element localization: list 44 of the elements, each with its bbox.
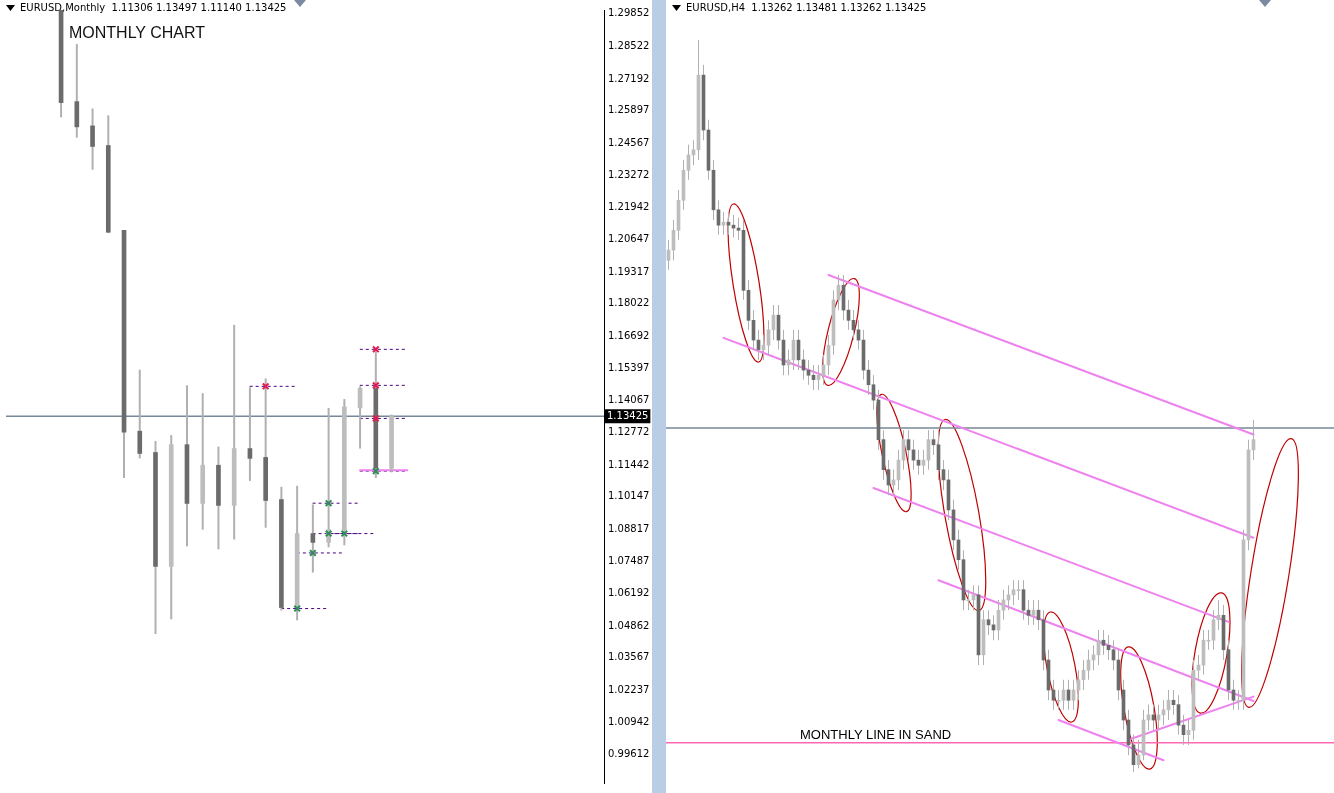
ref-line-label: 1.13425 — [607, 409, 649, 421]
candlestick — [736, 217, 741, 241]
candlestick — [721, 211, 726, 236]
point — [340, 529, 349, 538]
candlestick — [1236, 689, 1241, 711]
y-tick-label: 1.03567 — [608, 651, 650, 663]
candlestick — [1016, 579, 1021, 601]
y-tick-label: 1.04862 — [608, 619, 650, 631]
chart-title: EURUSD,H4 1.13262 1.13481 1.13262 1.13425 — [686, 2, 927, 13]
y-tick-label: 1.21942 — [608, 201, 650, 213]
point — [261, 382, 270, 391]
y-tick-label: 1.19317 — [608, 265, 650, 277]
candlestick — [247, 386, 253, 482]
y-tick-label: 0.99612 — [608, 748, 650, 760]
y-tick-label: 1.14067 — [608, 394, 650, 406]
y-tick-label: 1.10147 — [608, 490, 650, 502]
candlestick — [90, 107, 95, 171]
y-tick-label: 1.00942 — [608, 715, 650, 727]
y-tick-label: 1.12772 — [608, 425, 650, 437]
candlestick — [1056, 689, 1061, 711]
y-tick-label: 1.07487 — [608, 555, 650, 567]
chart-title: EURUSD,Monthly 1.11306 1.13497 1.11140 1.13425 — [20, 2, 287, 13]
y-tick-label: 1.06192 — [608, 587, 650, 599]
annotation: MONTHLY CHART — [69, 24, 206, 41]
y-tick-label: 1.16692 — [608, 329, 650, 341]
candlestick — [1206, 629, 1211, 651]
y-tick-label: 1.27192 — [608, 72, 650, 84]
y-tick-label: 1.28522 — [608, 40, 650, 52]
y-tick-label: 1.20647 — [608, 232, 650, 244]
y-tick-label: 1.25897 — [608, 104, 650, 116]
candlestick — [137, 368, 143, 460]
y-tick-label: 1.11442 — [608, 458, 650, 470]
y-tick-label: 1.08817 — [608, 522, 650, 534]
point — [371, 414, 380, 423]
y-tick-label: 1.24567 — [608, 136, 650, 148]
candlestick — [726, 211, 731, 236]
y-tick-label: 1.18022 — [608, 297, 650, 309]
y-tick-label: 1.29852 — [608, 7, 650, 19]
point — [324, 499, 333, 508]
ref-line-label: MONTHLY LINE IN SAND — [800, 726, 952, 742]
y-tick-label: 1.02237 — [608, 684, 650, 696]
y-tick-label: 1.15397 — [608, 361, 650, 373]
point — [324, 529, 333, 538]
y-tick-label: 1.23272 — [608, 168, 650, 180]
